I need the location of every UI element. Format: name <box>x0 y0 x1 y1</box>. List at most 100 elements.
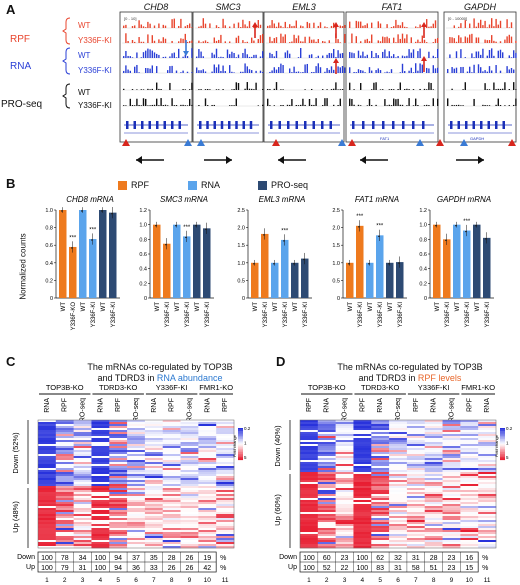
track-bar <box>399 25 401 28</box>
data-point <box>91 239 93 241</box>
heat-cell <box>109 466 128 469</box>
heat-cell <box>371 454 390 457</box>
track-bar <box>384 37 386 43</box>
table-cell-up: 33 <box>150 565 158 572</box>
track-bar <box>484 39 486 43</box>
track-bar <box>222 56 224 58</box>
heat-cell <box>73 540 92 543</box>
track-bar <box>271 70 273 73</box>
heat-cell <box>371 440 390 443</box>
heat-cell <box>127 508 146 511</box>
heat-cell <box>442 466 461 469</box>
heat-cell <box>389 486 408 489</box>
track-bar <box>273 23 275 28</box>
track-bar <box>220 56 222 58</box>
heat-cell <box>442 482 461 485</box>
heat-cell <box>180 544 199 547</box>
heat-cell <box>216 510 235 513</box>
heat-cell <box>55 426 74 429</box>
heat-cell <box>162 486 181 489</box>
heat-cell <box>162 494 181 497</box>
heat-cell <box>317 510 336 513</box>
exon-block <box>126 121 129 129</box>
heat-cell <box>198 432 217 435</box>
heat-cell <box>91 520 110 523</box>
track-bar <box>353 104 355 106</box>
heat-cell <box>162 536 181 539</box>
heat-cell <box>144 496 164 499</box>
track-bar <box>477 64 480 73</box>
heat-cell <box>91 430 110 433</box>
heat-cell <box>460 468 479 471</box>
track-bar <box>251 37 253 43</box>
strand-arrow-head <box>478 156 484 164</box>
heat-cell <box>198 488 217 491</box>
heat-cell <box>180 424 199 427</box>
heat-cell <box>109 488 128 491</box>
heat-cell <box>91 528 110 531</box>
heat-cell <box>198 492 217 495</box>
heat-cell <box>478 494 497 497</box>
legend-title: Fold change <box>494 434 499 457</box>
heat-cell <box>144 484 164 487</box>
heat-cell <box>335 456 354 459</box>
x-tick-label: WT <box>455 302 461 312</box>
heat-cell <box>424 542 443 545</box>
heat-cell <box>478 480 497 483</box>
track-bar <box>388 38 390 43</box>
legend-gradient-step <box>500 450 505 453</box>
track-bar <box>169 56 171 58</box>
track-bar <box>497 98 499 106</box>
heat-cell <box>389 480 408 483</box>
track-bar <box>455 67 458 73</box>
heat-cell <box>389 484 408 487</box>
heat-cell <box>180 514 199 517</box>
track-bar <box>160 98 162 106</box>
heat-cell <box>317 436 336 439</box>
heat-cell <box>73 478 92 481</box>
heat-cell <box>127 422 146 425</box>
track-bar <box>475 26 477 28</box>
gene-name-label: FAT1 <box>380 136 390 141</box>
heat-cell <box>371 482 390 485</box>
track-bar <box>145 68 147 73</box>
heat-cell <box>144 434 164 437</box>
track-bar <box>134 105 136 106</box>
heat-cell <box>198 504 217 507</box>
track-bar <box>410 67 412 73</box>
heat-cell <box>127 544 146 547</box>
track-bar <box>151 35 153 43</box>
heat-cell <box>371 542 390 545</box>
y-tick-label: 0.2 <box>419 281 427 287</box>
heat-cell <box>442 530 461 533</box>
heat-cell <box>300 534 319 537</box>
heat-cell <box>144 504 164 507</box>
heat-cell <box>91 456 110 459</box>
heat-cell <box>55 458 74 461</box>
heat-cell <box>353 424 372 427</box>
track-bar <box>415 63 417 73</box>
heat-cell <box>335 450 354 453</box>
x-tick-label: WT <box>435 302 441 312</box>
track-bar <box>315 98 317 106</box>
track-bar <box>275 26 278 28</box>
table-cell-down: 100 <box>303 555 315 562</box>
heat-cell <box>389 464 408 467</box>
heat-cell <box>91 464 110 467</box>
track-bar <box>499 88 502 90</box>
exon-block <box>228 121 231 129</box>
heat-cell <box>389 514 408 517</box>
exon-block <box>352 121 355 129</box>
track-bar <box>171 40 173 43</box>
heat-cell <box>216 456 235 459</box>
heat-cell <box>460 438 479 441</box>
heat-cell <box>216 490 235 493</box>
heat-cell <box>55 454 74 457</box>
track-bar <box>251 56 253 58</box>
triangle-marker <box>436 139 444 146</box>
track-bar <box>471 33 473 43</box>
heat-cell <box>144 494 164 497</box>
heat-cell <box>38 462 57 465</box>
track-bar <box>451 37 453 43</box>
heat-cell <box>335 508 354 511</box>
